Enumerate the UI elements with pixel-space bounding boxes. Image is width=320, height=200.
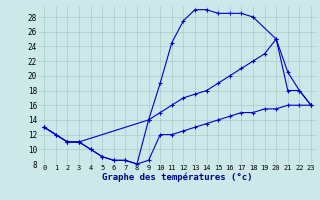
X-axis label: Graphe des températures (°c): Graphe des températures (°c) — [102, 173, 253, 182]
